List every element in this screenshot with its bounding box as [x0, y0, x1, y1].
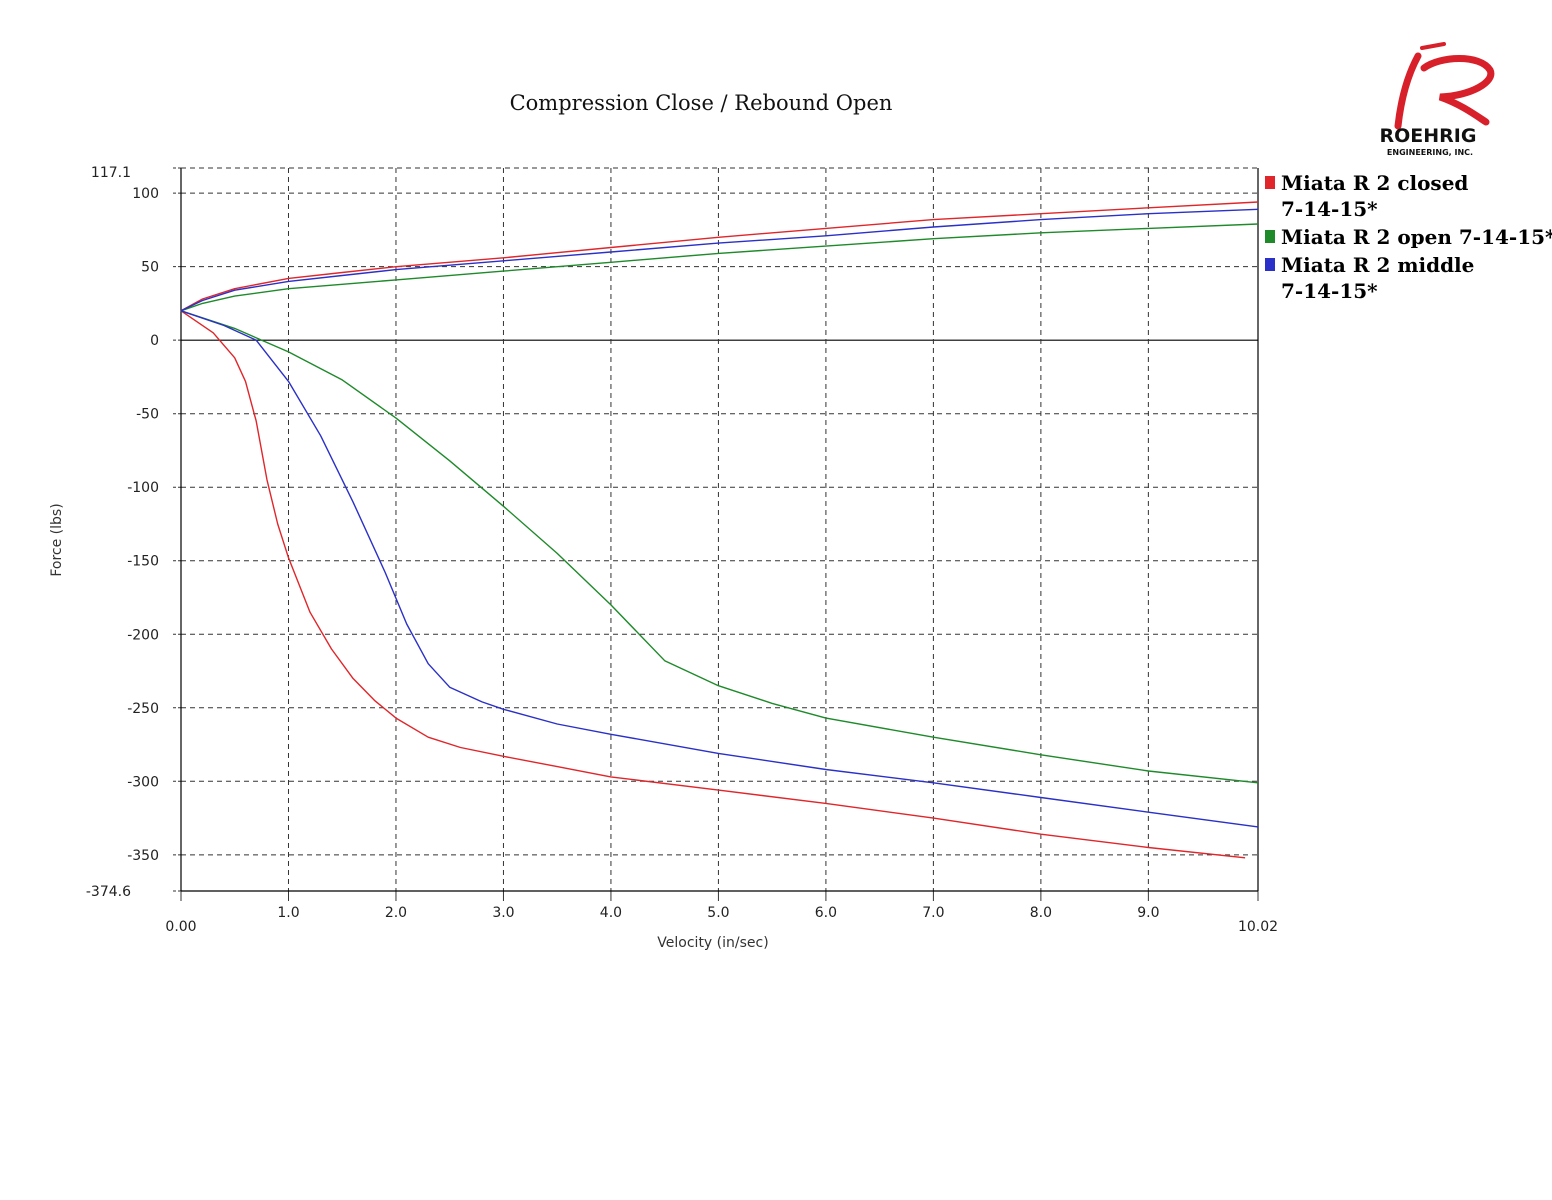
- logo-name: ROEHRIG: [1380, 125, 1477, 147]
- legend-entry-1: 7-14-15*: [1281, 197, 1378, 221]
- logo-stroke: [1420, 42, 1446, 50]
- logo-swoosh: [1394, 52, 1495, 130]
- x-tick-label: 0.00: [165, 919, 196, 935]
- y-tick-label: 117.1: [91, 165, 131, 181]
- series-line-2-compression: [180, 310, 1259, 784]
- legend-swatch-2: [1265, 230, 1275, 243]
- series-line-3-compression: [180, 310, 1259, 828]
- y-tick-label: -250: [127, 701, 159, 717]
- series-line-3-rebound: [180, 208, 1259, 312]
- y-axis-title: Force (lbs): [49, 503, 65, 576]
- y-tick-label: -374.6: [86, 884, 131, 900]
- series-line-2-rebound: [180, 223, 1259, 312]
- x-tick-label: 3.0: [492, 905, 514, 921]
- series-line-1-rebound: [180, 201, 1259, 312]
- series-lines: [180, 201, 1259, 859]
- x-tick-label: 6.0: [815, 905, 837, 921]
- legend-swatch-1: [1265, 176, 1275, 189]
- series-line-1-compression: [180, 310, 1246, 859]
- legend-entry-2: Miata R 2 open 7-14-15*: [1281, 225, 1552, 249]
- y-tick-label: -350: [127, 848, 159, 864]
- y-tick-label: -200: [127, 627, 159, 643]
- y-tick-label: 100: [132, 186, 159, 202]
- x-axis-title: Velocity (in/sec): [657, 935, 768, 951]
- x-tick-label: 2.0: [385, 905, 407, 921]
- x-tick-label: 10.02: [1238, 919, 1278, 935]
- grid: [181, 168, 1258, 891]
- logo-sub: ENGINEERING, INC.: [1387, 148, 1473, 157]
- y-tick-label: -100: [127, 480, 159, 496]
- x-tick-label: 1.0: [277, 905, 299, 921]
- legend-swatch-3: [1265, 258, 1275, 271]
- x-tick-label: 5.0: [707, 905, 729, 921]
- x-tick-label: 7.0: [922, 905, 944, 921]
- legend-entry-1: Miata R 2 closed: [1281, 171, 1468, 195]
- legend-entry-3: Miata R 2 middle: [1281, 253, 1474, 277]
- y-tick-label: 50: [141, 260, 159, 276]
- x-tick-label: 8.0: [1030, 905, 1052, 921]
- axes: [173, 167, 1259, 901]
- y-tick-label: 0: [150, 333, 159, 349]
- x-tick-label: 4.0: [600, 905, 622, 921]
- y-tick-label: -50: [136, 407, 159, 423]
- chart-title: Compression Close / Rebound Open: [510, 91, 893, 115]
- roehrig-logo: ROEHRIG ENGINEERING, INC.: [1380, 42, 1495, 157]
- x-tick-label: 9.0: [1137, 905, 1159, 921]
- y-tick-label: -150: [127, 554, 159, 570]
- legend-entry-3: 7-14-15*: [1281, 279, 1378, 303]
- y-tick-label: -300: [127, 774, 159, 790]
